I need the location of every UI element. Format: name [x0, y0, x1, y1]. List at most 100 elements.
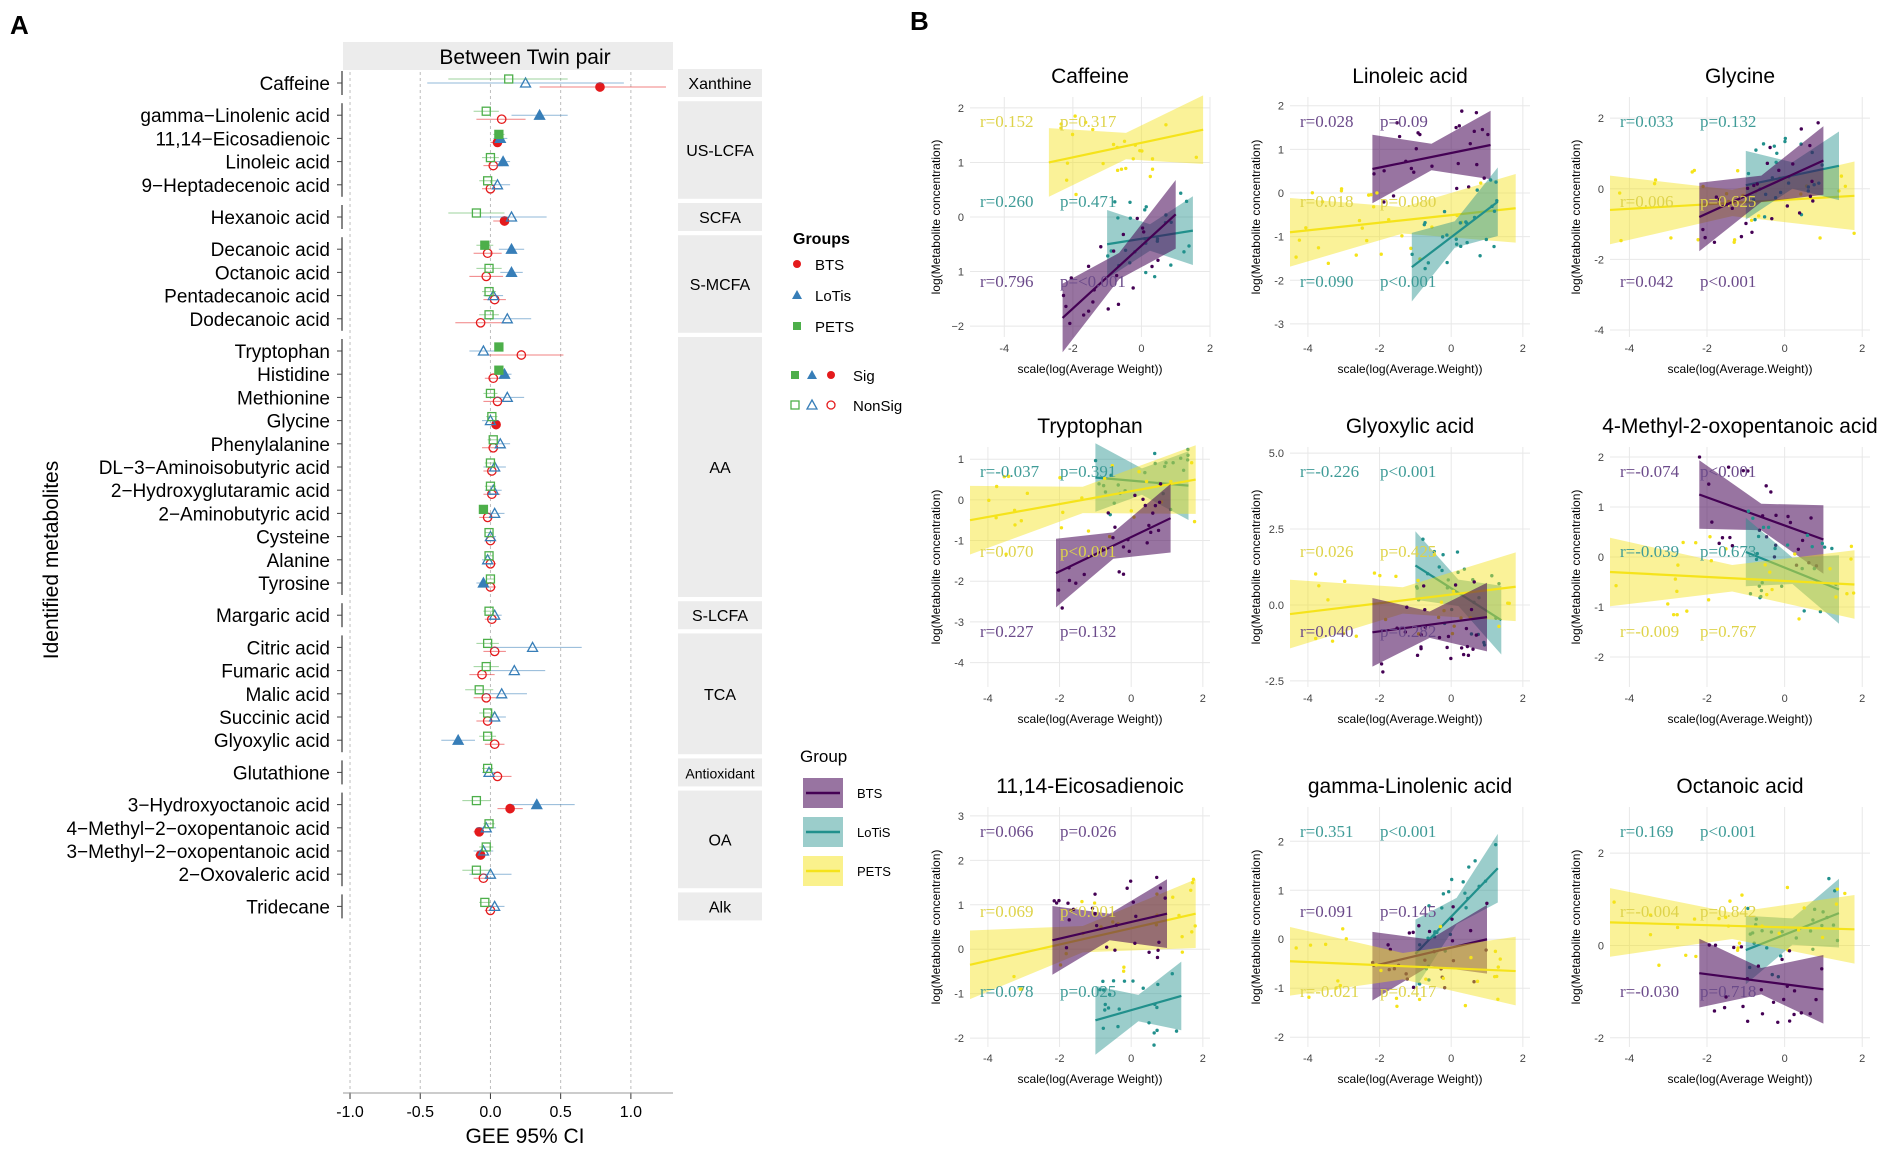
- scatter-p-label: p=<0.001: [1060, 272, 1126, 291]
- scatter-point: [1783, 136, 1788, 141]
- estimate-pets: [482, 731, 493, 741]
- estimate-lotis: [452, 733, 465, 745]
- estimate-pets: [482, 763, 493, 774]
- scatter-point: [1106, 1006, 1111, 1010]
- scatter-point: [1762, 215, 1767, 219]
- scatter-x-tick-label: 0: [1782, 693, 1788, 705]
- scatter-point: [1080, 899, 1084, 904]
- forest-y-axis-title: Identified metabolites: [40, 461, 63, 659]
- scatter-point: [1757, 584, 1762, 588]
- scatter-point: [1397, 134, 1402, 139]
- scatter-point: [1474, 110, 1479, 115]
- forest-category-label: Alk: [709, 899, 732, 916]
- metabolite-label: Phenylalanine: [211, 435, 330, 456]
- scatter-y-axis-title: log(Metabolite concentration): [929, 140, 943, 295]
- scatter-point: [1756, 214, 1761, 218]
- scatter-point: [1751, 516, 1755, 520]
- scatter-title: Caffeine: [1051, 65, 1129, 88]
- scatter-point: [1365, 238, 1369, 243]
- scatter-r-label: r=-0.226: [1300, 462, 1359, 481]
- scatter-r-label: r=-0.030: [1620, 982, 1679, 1001]
- scatter-point: [1843, 891, 1847, 896]
- scatter-point: [1432, 552, 1437, 557]
- scatter-point: [1341, 927, 1345, 931]
- scatter-point: [1792, 1012, 1796, 1017]
- scatter-point: [1426, 261, 1431, 265]
- scatter-point: [1124, 166, 1128, 171]
- scatter-x-tick-label: -2: [1055, 1053, 1065, 1065]
- scatter-p-label: p=0.391: [1060, 462, 1116, 481]
- scatter-y-axis-title: log(Metabolite concentration): [1249, 490, 1263, 645]
- forest-category-label: SCFA: [699, 210, 741, 227]
- scatter-point: [1323, 942, 1328, 947]
- scatter-point: [1761, 142, 1766, 146]
- forest-category-label: US-LCFA: [686, 143, 754, 160]
- scatter-point: [1379, 252, 1383, 256]
- scatter-point: [1171, 461, 1175, 465]
- scatter-point: [1415, 586, 1419, 590]
- scatter-point: [1746, 171, 1751, 176]
- scatter-point: [1450, 917, 1454, 921]
- legend-scatter-pets: PETS: [857, 864, 891, 879]
- scatter-x-tick-label: -2: [1375, 343, 1385, 355]
- scatter-point: [1442, 209, 1447, 214]
- scatter-x-tick-label: 2: [1859, 1053, 1865, 1065]
- scatter-point: [1440, 235, 1445, 239]
- scatter-point: [1006, 474, 1011, 479]
- scatter-point: [1190, 930, 1194, 934]
- scatter-y-tick-label: -2: [1274, 275, 1284, 287]
- scatter-point: [1812, 566, 1817, 571]
- forest-category-label: TCA: [704, 687, 736, 704]
- scatter-point: [1103, 1008, 1107, 1012]
- scatter-point: [1102, 476, 1107, 481]
- scatter-point: [1787, 949, 1792, 953]
- scatter-r-label: r=-0.039: [1620, 542, 1679, 561]
- metabolite-label: Decanoic acid: [211, 240, 330, 261]
- scatter-p-label: p=0.025: [1060, 982, 1116, 1001]
- scatter-point: [1004, 552, 1008, 556]
- scatter-point: [1121, 232, 1126, 237]
- scatter-point: [1473, 859, 1477, 863]
- scatter-point: [987, 498, 991, 503]
- scatter-point: [1386, 217, 1391, 222]
- metabolite-label: gamma−Linolenic acid: [140, 106, 330, 127]
- scatter-point: [1140, 149, 1144, 153]
- regression-line: [1698, 159, 1824, 219]
- scatter-point: [1143, 208, 1147, 212]
- scatter-point: [1186, 447, 1190, 452]
- scatter-point: [1728, 535, 1732, 540]
- scatter-point: [1441, 553, 1445, 557]
- scatter-point: [1155, 1005, 1159, 1010]
- scatter-title: Glycine: [1705, 65, 1775, 88]
- scatter-legend-title: Group: [800, 747, 847, 766]
- scatter-x-tick-label: -4: [983, 1053, 993, 1065]
- scatter-point: [1129, 509, 1134, 513]
- scatter-point: [1463, 1003, 1468, 1008]
- forest-category-strip: [678, 633, 762, 755]
- scatter-panel: gamma-Linolenic acid -4 -2 0 2 2 1 0 -1 -2 scale(l…: [1249, 775, 1530, 1086]
- scatter-point: [1193, 924, 1197, 928]
- legend-bts-label: BTS: [815, 257, 844, 274]
- scatter-p-label: p<0.001: [1380, 272, 1436, 291]
- scatter-point: [1320, 200, 1325, 204]
- scatter-point: [1451, 589, 1456, 594]
- scatter-point: [1440, 906, 1444, 910]
- scatter-point: [1794, 563, 1799, 567]
- estimate-pets: [484, 263, 494, 274]
- scatter-point: [1675, 612, 1679, 617]
- scatter-point: [1395, 121, 1399, 125]
- scatter-point: [1669, 236, 1673, 240]
- scatter-x-axis-title: scale(log(Average Weight)): [1018, 712, 1163, 726]
- forest-category-strip: [678, 101, 762, 199]
- scatter-point: [1155, 955, 1160, 960]
- scatter-point: [1760, 1012, 1765, 1016]
- scatter-point: [1808, 929, 1813, 933]
- scatter-point: [1150, 157, 1155, 161]
- regression-line: [1052, 912, 1168, 942]
- scatter-x-tick-label: -2: [1702, 1053, 1712, 1065]
- scatter-point: [1106, 511, 1110, 515]
- scatter-y-axis-title: log(Metabolite concentration): [1569, 490, 1583, 645]
- scatter-point: [1811, 918, 1815, 922]
- metabolite-label: Malic acid: [246, 685, 330, 706]
